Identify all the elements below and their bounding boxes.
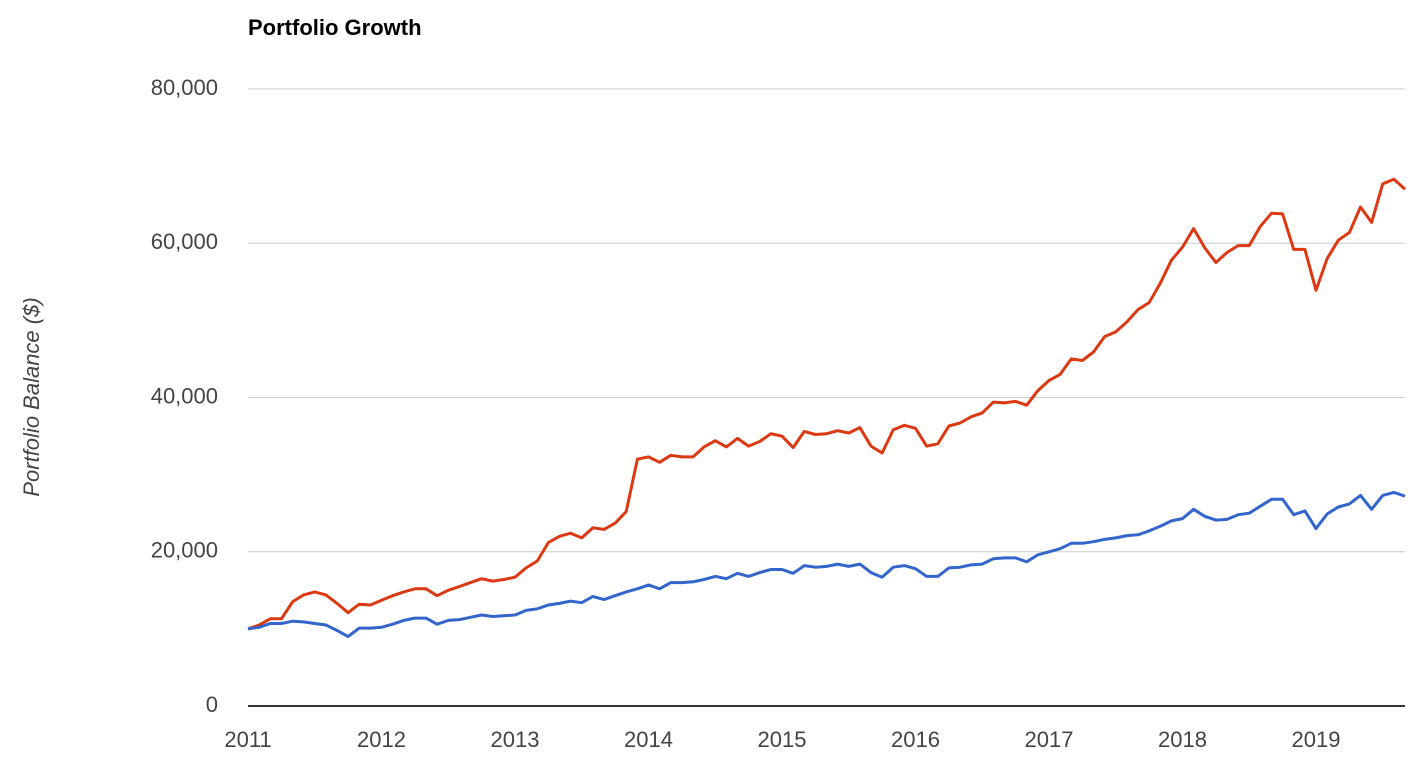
line-series <box>247 490 1406 639</box>
y-axis-title: Portfolio Balance ($) <box>19 297 44 496</box>
x-tick-label: 2015 <box>758 727 807 752</box>
x-tick-label: 2014 <box>624 727 673 752</box>
y-tick-label: 80,000 <box>151 75 218 100</box>
x-tick-label: 2012 <box>357 727 406 752</box>
x-tick-label: 2019 <box>1292 727 1341 752</box>
y-tick-label: 20,000 <box>151 538 218 563</box>
y-tick-label: 0 <box>206 692 218 717</box>
x-tick-label: 2017 <box>1025 727 1074 752</box>
x-tick-label: 2011 <box>224 727 271 752</box>
y-tick-label: 40,000 <box>151 383 218 408</box>
x-tick-label: 2016 <box>891 727 940 752</box>
chart-title: Portfolio Growth <box>248 15 422 40</box>
y-tick-label: 60,000 <box>151 229 218 254</box>
x-tick-label: 2013 <box>491 727 540 752</box>
line-series <box>247 177 1407 631</box>
x-tick-label: 2018 <box>1158 727 1207 752</box>
